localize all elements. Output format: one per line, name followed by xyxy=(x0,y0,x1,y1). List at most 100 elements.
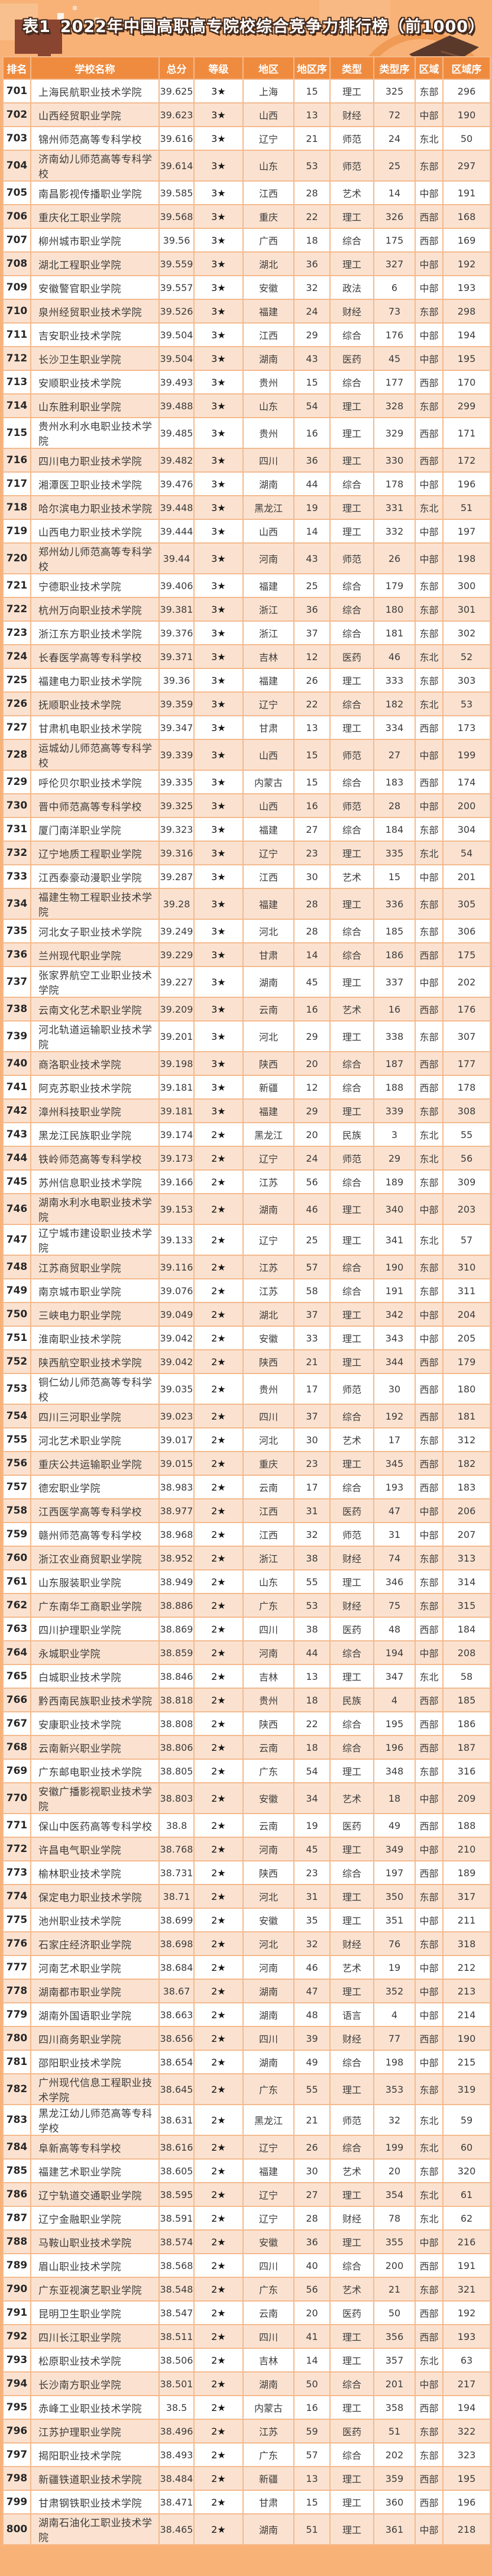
cell-school: 四川护理职业学院 xyxy=(30,1617,160,1641)
cell-school: 运城幼儿师范高等专科学校 xyxy=(30,739,160,771)
cell-type-order: 28 xyxy=(373,793,416,818)
cell-school: 四川三河职业学院 xyxy=(30,1404,160,1428)
cell-region: 辽宁 xyxy=(242,1224,294,1256)
cell-type-order: 358 xyxy=(373,2395,416,2420)
cell-score: 39.371 xyxy=(158,644,195,669)
cell-area-order: 179 xyxy=(442,1349,491,1374)
cell-area-order: 178 xyxy=(442,1075,491,1100)
cell-region-order: 28 xyxy=(293,888,331,920)
cell-school: 济南幼儿师范高等专科学校 xyxy=(30,150,160,182)
cell-area-order: 61 xyxy=(442,2182,491,2207)
cell-rank: 793 xyxy=(2,2348,31,2373)
cell-area-order: 298 xyxy=(442,299,491,324)
cell-score: 39.493 xyxy=(158,370,195,395)
cell-area: 东北 xyxy=(415,691,444,716)
cell-area: 中部 xyxy=(415,346,444,371)
table-row: 777 河南艺术职业学院 38.684 2★ 河南 46 艺术 19 中部 212 xyxy=(2,1955,491,1980)
cell-type-order: 349 xyxy=(373,1837,416,1861)
cell-type-order: 6 xyxy=(373,275,416,300)
cell-score: 39.174 xyxy=(158,1122,195,1147)
cell-type-order: 346 xyxy=(373,1569,416,1594)
cell-score: 38.952 xyxy=(158,1546,195,1570)
cell-grade: 2★ xyxy=(193,1475,244,1499)
table-row: 702 山西经贸职业学院 39.623 3★ 山西 13 财经 72 中部 190 xyxy=(2,102,491,127)
cell-rank: 736 xyxy=(2,942,31,967)
cell-type: 艺术 xyxy=(329,1782,374,1814)
cell-area-order: 323 xyxy=(442,2442,491,2467)
cell-region: 广西 xyxy=(242,228,294,253)
cell-type-order: 4 xyxy=(373,1688,416,1712)
cell-school: 池州职业技术学院 xyxy=(30,1908,160,1932)
cell-rank: 778 xyxy=(2,1979,31,2003)
cell-school: 哈尔滨电力职业技术学院 xyxy=(30,495,160,520)
cell-grade: 3★ xyxy=(193,597,244,622)
cell-type: 综合 xyxy=(329,370,374,395)
cell-region: 安徽 xyxy=(242,1782,294,1814)
cell-score: 38.654 xyxy=(158,2050,195,2074)
cell-area-order: 201 xyxy=(442,864,491,889)
cell-rank: 740 xyxy=(2,1051,31,1076)
cell-school: 江苏护理职业学院 xyxy=(30,2419,160,2444)
cell-area-order: 322 xyxy=(442,2419,491,2444)
cell-region-order: 25 xyxy=(293,1224,331,1256)
cell-grade: 3★ xyxy=(193,966,244,998)
cell-region: 吉林 xyxy=(242,644,294,669)
cell-area-order: 63 xyxy=(442,2348,491,2373)
cell-grade: 3★ xyxy=(193,644,244,669)
cell-score: 39.166 xyxy=(158,1169,195,1194)
table-row: 717 湘潭医卫职业技术学院 39.476 3★ 湖南 44 综合 178 中部 196 xyxy=(2,471,491,496)
table-row: 705 南昌影视传播职业学院 39.585 3★ 江西 28 艺术 14 中部 191 xyxy=(2,180,491,205)
cell-score: 38.731 xyxy=(158,1860,195,1885)
cell-area: 西部 xyxy=(415,1711,444,1736)
cell-region: 重庆 xyxy=(242,204,294,229)
cell-area-order: 206 xyxy=(442,1498,491,1523)
cell-region-order: 20 xyxy=(293,1122,331,1147)
cell-region: 辽宁 xyxy=(242,691,294,716)
cell-score: 38.605 xyxy=(158,2158,195,2183)
cell-type: 财经 xyxy=(329,1593,374,1618)
cell-score: 39.448 xyxy=(158,495,195,520)
cell-type-order: 25 xyxy=(373,150,416,182)
cell-rank: 729 xyxy=(2,770,31,794)
cell-type-order: 329 xyxy=(373,417,416,449)
cell-school: 许昌电气职业学院 xyxy=(30,1837,160,1861)
cell-score: 39.287 xyxy=(158,864,195,889)
cell-grade: 3★ xyxy=(193,393,244,418)
cell-school: 邵阳职业技术学院 xyxy=(30,2050,160,2074)
cell-school: 陕西航空职业技术学院 xyxy=(30,1349,160,1374)
cell-region-order: 45 xyxy=(293,1837,331,1861)
cell-region-order: 45 xyxy=(293,966,331,998)
cell-type: 理工 xyxy=(329,2324,374,2349)
cell-score: 38.818 xyxy=(158,1688,195,1712)
cell-region-order: 21 xyxy=(293,1349,331,1374)
cell-score: 39.116 xyxy=(158,1255,195,1279)
cell-school: 宁德职业技术学院 xyxy=(30,573,160,598)
cell-school: 辽宁轨道交通职业学院 xyxy=(30,2182,160,2207)
cell-type-order: 3 xyxy=(373,1122,416,1147)
cell-region-order: 40 xyxy=(293,2253,331,2278)
table-number-label: 表1 xyxy=(22,18,51,36)
cell-rank: 727 xyxy=(2,715,31,740)
cell-grade: 3★ xyxy=(193,1020,244,1052)
cell-region-order: 35 xyxy=(293,1908,331,1932)
cell-region: 广东 xyxy=(242,1593,294,1618)
cell-score: 39.585 xyxy=(158,180,195,205)
cell-grade: 2★ xyxy=(193,1664,244,1689)
table-row: 766 黔西南民族职业技术学院 38.818 2★ 贵州 18 民族 4 西部 185 xyxy=(2,1688,491,1712)
cell-area: 东部 xyxy=(415,393,444,418)
cell-rank: 707 xyxy=(2,228,31,253)
pixel-square-decoration xyxy=(73,6,77,10)
cell-region: 河北 xyxy=(242,1884,294,1909)
cell-region: 贵州 xyxy=(242,1373,294,1405)
cell-type-order: 15 xyxy=(373,864,416,889)
cell-grade: 2★ xyxy=(193,2348,244,2373)
cell-region: 甘肃 xyxy=(242,715,294,740)
cell-rank: 762 xyxy=(2,1593,31,1618)
cell-type: 理工 xyxy=(329,1837,374,1861)
cell-score: 39.229 xyxy=(158,942,195,967)
cell-rank: 799 xyxy=(2,2490,31,2514)
cell-area-order: 171 xyxy=(442,417,491,449)
cell-area-order: 190 xyxy=(442,2026,491,2051)
cell-grade: 3★ xyxy=(193,346,244,371)
cell-rank: 705 xyxy=(2,180,31,205)
